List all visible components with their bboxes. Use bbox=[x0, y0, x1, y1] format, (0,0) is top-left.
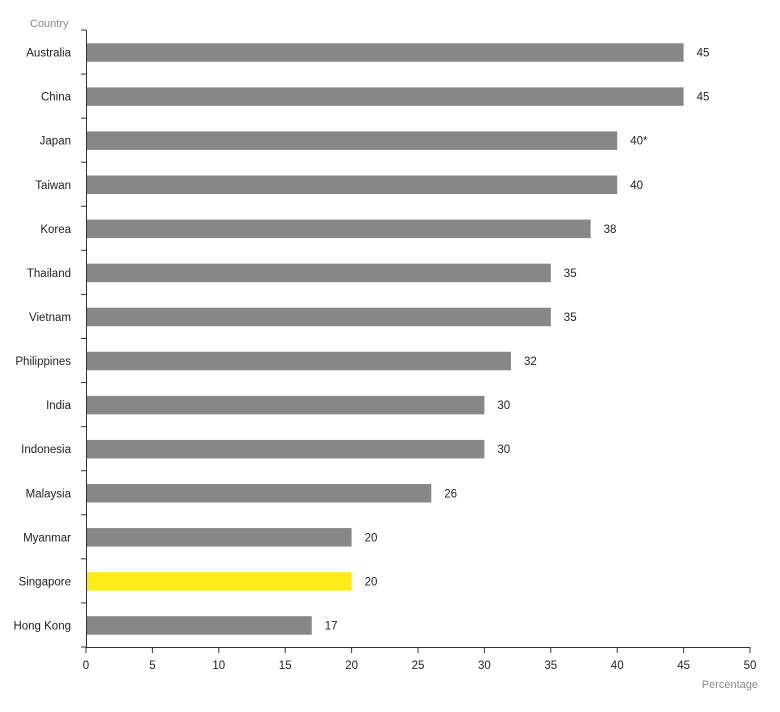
bar bbox=[87, 131, 618, 150]
value-label: 17 bbox=[325, 620, 338, 632]
x-tick-label: 10 bbox=[212, 660, 225, 672]
value-label: 32 bbox=[524, 356, 537, 368]
x-tick-label: 5 bbox=[149, 660, 155, 672]
category-label: Philippines bbox=[15, 356, 71, 368]
category-label: Singapore bbox=[19, 576, 71, 588]
category-label: Myanmar bbox=[23, 532, 71, 544]
bar bbox=[87, 395, 485, 415]
bar bbox=[87, 87, 684, 106]
category-label: Taiwan bbox=[35, 180, 71, 192]
value-label: 26 bbox=[444, 488, 457, 500]
y-axis-title: Country bbox=[30, 18, 69, 30]
bar bbox=[87, 572, 352, 591]
category-label: Thailand bbox=[27, 268, 71, 280]
value-label: 30 bbox=[497, 400, 510, 412]
category-label: China bbox=[41, 92, 72, 104]
value-label: 40* bbox=[630, 136, 648, 148]
value-label: 30 bbox=[497, 444, 510, 456]
value-label: 45 bbox=[697, 92, 710, 104]
value-label: 20 bbox=[365, 576, 378, 588]
value-label: 20 bbox=[365, 532, 378, 544]
x-axis-title: Percentage bbox=[702, 679, 758, 691]
value-label: 40 bbox=[630, 180, 643, 192]
x-tick-label: 20 bbox=[345, 660, 358, 672]
x-tick-label: 0 bbox=[83, 660, 89, 672]
bars-group: 45 45 40* 40 38 35 35 32 30 30 26 20 20 17 bbox=[87, 43, 710, 635]
value-label: 35 bbox=[564, 312, 577, 324]
y-axis-ticks: Australia China Japan Taiwan Korea Thailand Vi… bbox=[13, 29, 86, 648]
bar bbox=[87, 307, 551, 327]
x-tick-label: 40 bbox=[611, 660, 624, 672]
category-label: Indonesia bbox=[21, 444, 71, 456]
value-label: 35 bbox=[564, 268, 577, 280]
bar bbox=[87, 484, 432, 503]
category-label: India bbox=[46, 400, 72, 412]
value-label: 38 bbox=[604, 224, 617, 236]
category-label: Vietnam bbox=[29, 312, 71, 324]
category-label: Korea bbox=[40, 224, 71, 236]
bar bbox=[87, 175, 618, 194]
category-label: Hong Kong bbox=[13, 620, 71, 632]
bar bbox=[87, 528, 352, 547]
bar bbox=[87, 351, 511, 371]
category-label: Malaysia bbox=[26, 488, 72, 500]
bar bbox=[87, 439, 485, 459]
bar bbox=[87, 616, 312, 635]
x-tick-label: 50 bbox=[744, 660, 757, 672]
x-tick-label: 15 bbox=[279, 660, 292, 672]
bar bbox=[87, 263, 551, 283]
x-tick-label: 30 bbox=[478, 660, 491, 672]
x-axis-ticks: 0 5 10 15 20 25 30 35 40 45 50 bbox=[83, 647, 757, 672]
bar bbox=[87, 43, 684, 62]
category-label: Australia bbox=[26, 48, 71, 60]
value-label: 45 bbox=[697, 48, 710, 60]
x-tick-label: 35 bbox=[544, 660, 557, 672]
category-label: Japan bbox=[40, 136, 71, 148]
x-tick-label: 25 bbox=[412, 660, 425, 672]
bar bbox=[87, 219, 591, 239]
x-tick-label: 45 bbox=[677, 660, 690, 672]
